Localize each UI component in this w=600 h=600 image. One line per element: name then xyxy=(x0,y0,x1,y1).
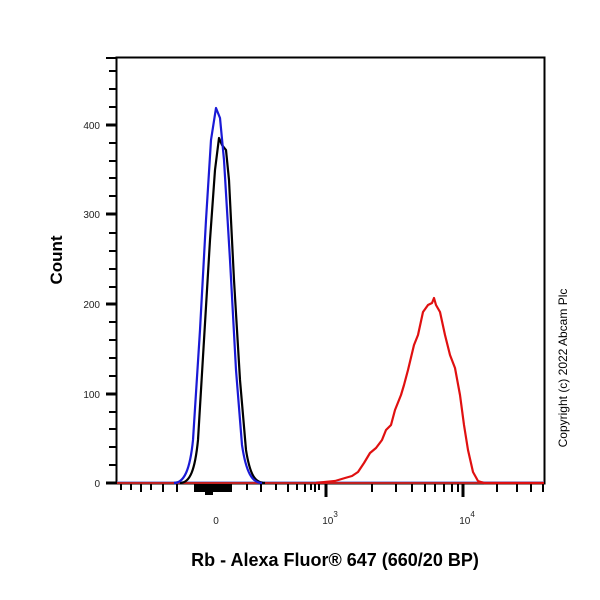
x-tick-10e4: 104 xyxy=(459,510,475,527)
y-tick-0: 0 xyxy=(94,479,100,490)
y-axis xyxy=(106,57,116,485)
x-axis xyxy=(120,484,544,497)
y-tick-400: 400 xyxy=(83,121,100,132)
series-rb-alexa-fluor-647 xyxy=(315,296,544,485)
y-tick-300: 300 xyxy=(83,210,100,221)
y-axis-label: Count xyxy=(47,235,66,285)
y-tick-200: 200 xyxy=(83,300,100,311)
x-axis-label: Rb - Alexa Fluor® 647 (660/20 BP) xyxy=(191,550,479,570)
plot-frame xyxy=(115,56,546,485)
y-tick-100: 100 xyxy=(83,390,100,401)
x-tick-0: 0 xyxy=(213,516,219,527)
x-tick-10e3: 103 xyxy=(322,510,338,527)
copyright-annotation: Copyright (c) 2022 Abcam Plc xyxy=(556,288,570,448)
series-isotype-control xyxy=(173,106,263,485)
